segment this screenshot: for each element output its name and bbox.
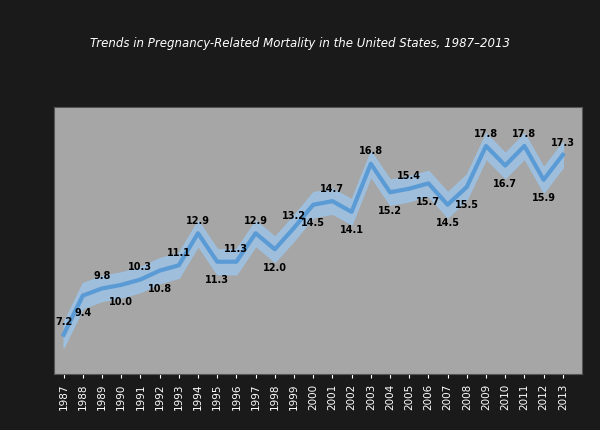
Text: 9.4: 9.4 bbox=[74, 307, 91, 317]
Text: 11.3: 11.3 bbox=[224, 244, 248, 254]
Text: 12.9: 12.9 bbox=[244, 215, 268, 225]
Text: 17.8: 17.8 bbox=[474, 128, 498, 138]
Text: 15.2: 15.2 bbox=[378, 205, 402, 215]
Text: 14.5: 14.5 bbox=[301, 218, 325, 228]
Text: 15.5: 15.5 bbox=[455, 200, 479, 210]
Text: 15.7: 15.7 bbox=[416, 197, 440, 206]
Text: 12.0: 12.0 bbox=[263, 262, 287, 272]
Text: 14.5: 14.5 bbox=[436, 218, 460, 228]
Text: 16.8: 16.8 bbox=[359, 146, 383, 156]
Text: 10.3: 10.3 bbox=[128, 261, 152, 272]
Text: 13.2: 13.2 bbox=[282, 210, 306, 220]
Text: 15.9: 15.9 bbox=[532, 193, 556, 203]
Text: 15.4: 15.4 bbox=[397, 171, 421, 181]
Text: 12.9: 12.9 bbox=[186, 215, 210, 225]
Text: 11.1: 11.1 bbox=[167, 247, 191, 258]
Text: 14.7: 14.7 bbox=[320, 184, 344, 194]
Text: 9.8: 9.8 bbox=[94, 270, 110, 280]
Text: 10.8: 10.8 bbox=[148, 283, 172, 293]
Text: 14.1: 14.1 bbox=[340, 225, 364, 235]
Text: 17.8: 17.8 bbox=[512, 128, 536, 138]
Text: 11.3: 11.3 bbox=[205, 275, 229, 285]
Text: 16.7: 16.7 bbox=[493, 178, 517, 189]
Text: Trends in Pregnancy-Related Mortality in the United States, 1987–2013: Trends in Pregnancy-Related Mortality in… bbox=[90, 37, 510, 49]
Text: 7.2: 7.2 bbox=[55, 317, 72, 327]
Text: 10.0: 10.0 bbox=[109, 296, 133, 306]
Text: 17.3: 17.3 bbox=[551, 137, 575, 147]
